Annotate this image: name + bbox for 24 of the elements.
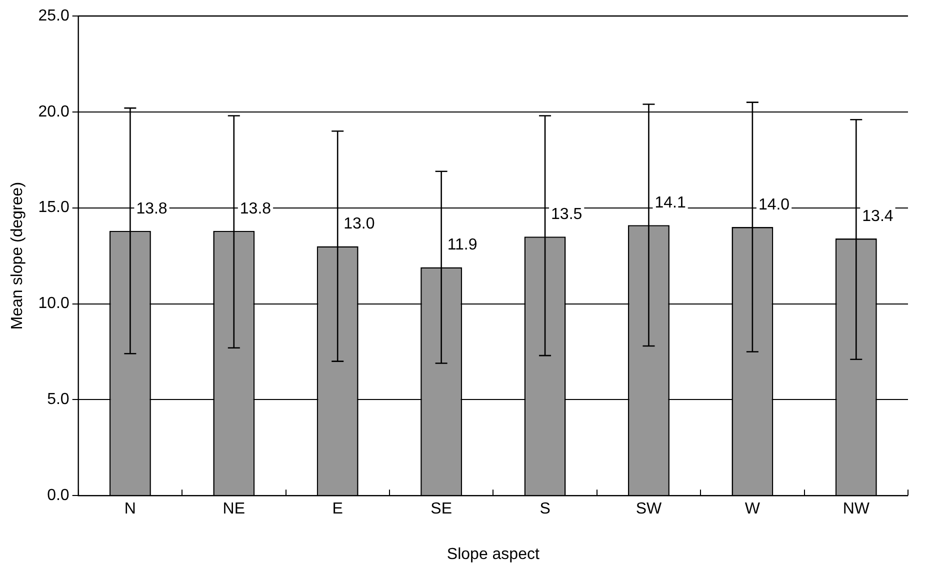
y-tick-label: 0.0 — [47, 487, 70, 504]
x-tick-label: E — [332, 500, 343, 518]
x-tick-label: NW — [842, 500, 870, 518]
x-axis-title: Slope aspect — [446, 546, 540, 563]
y-axis-title: Mean slope (degree) — [9, 182, 26, 330]
data-label: 13.8 — [136, 200, 168, 218]
y-tick-label: 5.0 — [47, 391, 70, 408]
x-tick-label: SW — [636, 500, 663, 518]
y-tick-label: 25.0 — [38, 7, 70, 24]
data-label: 13.5 — [551, 206, 582, 224]
data-label: 14.0 — [758, 196, 790, 214]
data-label: 13.8 — [240, 200, 272, 218]
y-tick-label: 15.0 — [38, 199, 70, 216]
data-label: 13.4 — [862, 208, 894, 225]
x-tick-label: SE — [430, 500, 452, 518]
x-tick-label: S — [540, 500, 550, 518]
x-tick-label: N — [124, 500, 136, 518]
data-label: 13.0 — [344, 216, 375, 233]
x-tick-label: W — [744, 500, 761, 518]
y-tick-label: 20.0 — [38, 103, 70, 120]
y-tick-label: 10.0 — [38, 295, 70, 312]
data-label: 11.9 — [447, 236, 478, 254]
x-tick-label: NE — [222, 500, 246, 518]
data-label: 14.1 — [654, 194, 686, 212]
